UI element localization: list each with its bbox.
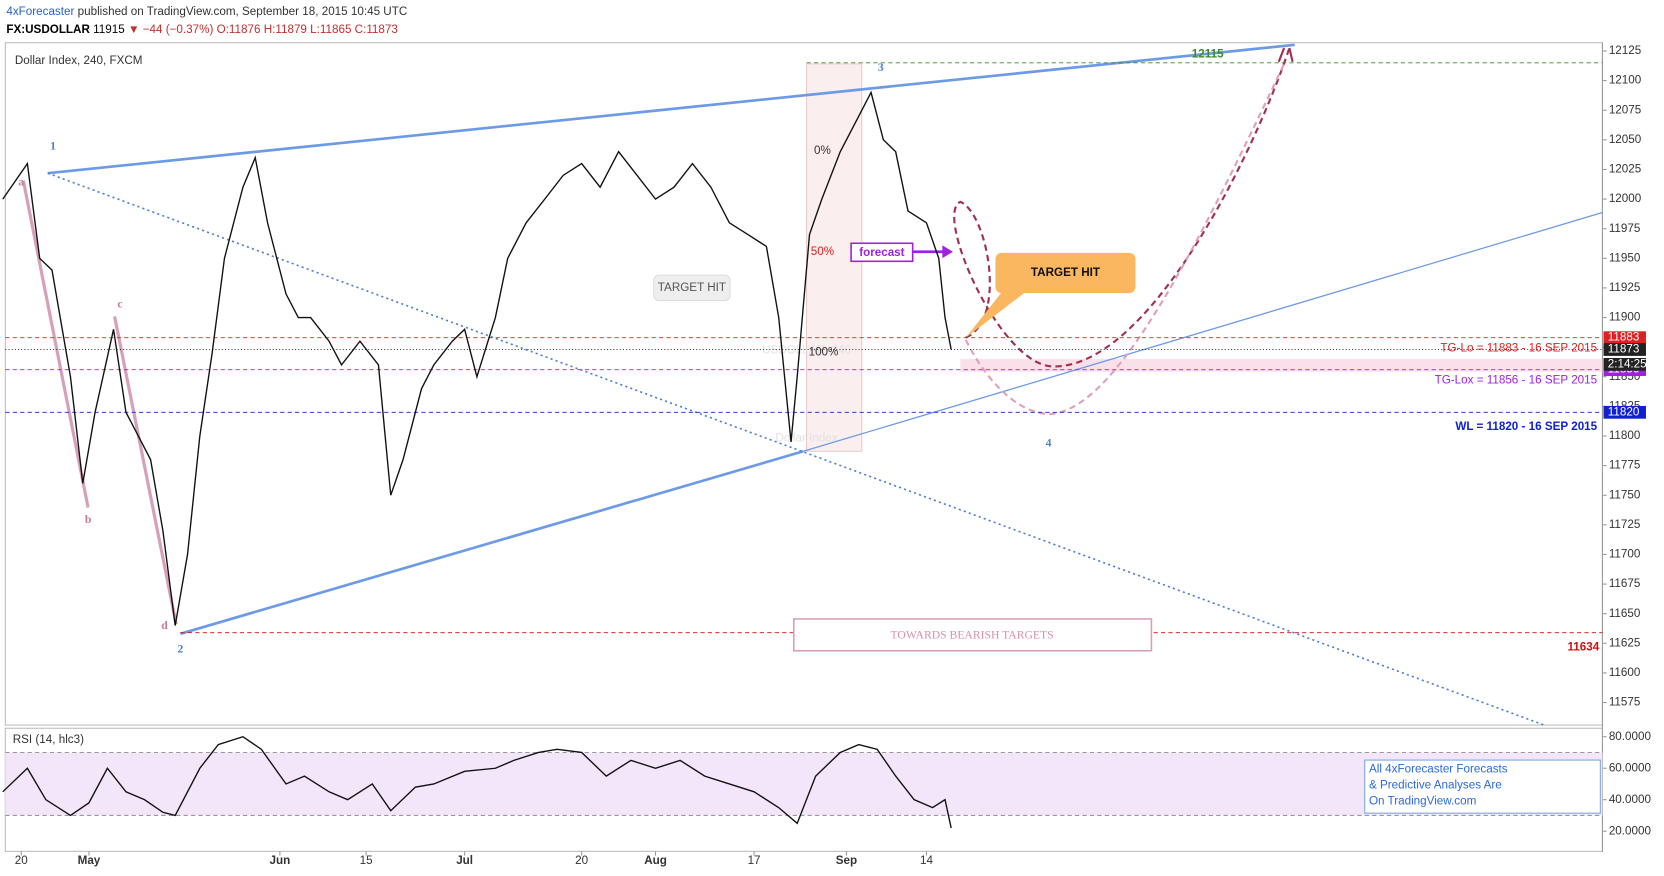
fib-label: 0% (814, 144, 831, 157)
y-tick-label: 11625 (1609, 636, 1641, 649)
wave-label: 3 (878, 61, 884, 74)
y-tick-label: 11775 (1609, 459, 1641, 472)
y-tick-label: 11700 (1609, 548, 1641, 561)
y-tick-label: 12025 (1609, 163, 1641, 176)
countdown-badge (1603, 358, 1646, 371)
forecast-path-alt (964, 63, 1286, 416)
watermark-sub: Dollar Index (775, 432, 837, 445)
y-tick-label: 12125 (1609, 44, 1641, 57)
ohlc: O:11876 H:11879 L:11865 C:11873 (217, 23, 398, 36)
y-tick-label: 11675 (1609, 577, 1641, 590)
wave-line (113, 316, 178, 625)
price-badge (1603, 405, 1646, 419)
y-tick-label: 11600 (1609, 666, 1641, 679)
y-tick-label: 12050 (1609, 133, 1642, 146)
callout-box (793, 618, 1153, 652)
y-tick-label: 11950 (1609, 251, 1641, 264)
symbol-line: FX:USDOLLAR 11915 ▼ −44 (−0.37%) O:11876… (6, 23, 398, 36)
dotted-trendline (47, 172, 1545, 726)
wave-line (21, 180, 90, 508)
callout: TARGET HIT (1031, 266, 1100, 279)
watermark: USDOLLAR, 240 (762, 344, 851, 357)
y-tick-label: 11925 (1609, 281, 1641, 294)
price-badge-label: 11883 (1608, 331, 1640, 344)
forecast-path (953, 47, 1291, 368)
wave-label: b (85, 513, 92, 526)
fib-label: 50% (811, 245, 834, 258)
fib-label: 100% (809, 346, 839, 359)
wave-label: d (161, 619, 168, 632)
y-tick-label: 60.0000 (1609, 761, 1652, 774)
callout-box (995, 252, 1136, 294)
price-badge-label: 11820 (1608, 405, 1640, 418)
level-text: WL = 11820 - 16 SEP 2015 (1455, 420, 1597, 433)
price-line (2, 735, 952, 829)
wave-label: c (117, 297, 122, 310)
wave-label: 2 (177, 642, 183, 655)
y-tick-label: 11750 (1609, 488, 1641, 501)
x-tick-label: May (78, 854, 101, 867)
note-box (1364, 759, 1601, 814)
price-badge (1603, 331, 1646, 345)
y-tick-label: 11650 (1609, 607, 1641, 620)
callout: TARGET HIT (658, 281, 726, 294)
lower-trendline (180, 449, 804, 636)
lower-trendline-ext (803, 211, 1603, 452)
level-value-label: 11634 (1567, 641, 1599, 654)
level-text: TG-Lox = 11856 - 16 SEP 2015 (1435, 373, 1598, 386)
y-tick-label: 11575 (1609, 696, 1641, 709)
wave-label: 1 (50, 139, 56, 152)
forecast-arrowhead (1277, 47, 1294, 63)
callout-box (850, 242, 914, 263)
x-tick-label: 15 (360, 854, 373, 867)
x-tick-label: 20 (575, 854, 588, 867)
x-tick-label: 20 (15, 854, 28, 867)
last-price: 11915 (93, 23, 125, 36)
y-tick-label: 12100 (1609, 74, 1642, 87)
callout: forecast (859, 246, 904, 259)
note-line: On TradingView.com (1369, 795, 1476, 808)
callout-box (653, 274, 731, 302)
y-tick-label: 11725 (1609, 518, 1641, 531)
price-badge-label: 11873 (1608, 343, 1640, 356)
x-tick-label: Aug (644, 854, 667, 867)
symbol: FX:USDOLLAR (6, 23, 90, 36)
y-tick-label: 40.0000 (1609, 793, 1652, 806)
y-tick-label: 11975 (1609, 222, 1641, 235)
published: published on TradingView.com, September … (78, 5, 408, 18)
y-tick-label: 12075 (1609, 103, 1641, 116)
upper-trendline (47, 43, 1295, 175)
pane-title: RSI (14, hlc3) (13, 733, 84, 746)
y-tick-label: 20.0000 (1609, 824, 1652, 837)
x-tick-label: Sep (836, 854, 857, 867)
y-tick-label: 11800 (1609, 429, 1641, 442)
note-line: & Predictive Analyses Are (1369, 779, 1502, 792)
level-value-label: 12115 (1192, 47, 1224, 60)
forecast-arrowhead (942, 245, 953, 259)
wave-label: 4 (1046, 437, 1052, 450)
wave-label: a (18, 175, 24, 188)
author[interactable]: 4xForecaster (6, 5, 74, 18)
x-tick-label: Jul (456, 854, 473, 867)
note-line: All 4xForecaster Forecasts (1369, 763, 1508, 776)
x-tick-label: 14 (920, 854, 933, 867)
price-line (2, 90, 952, 626)
price-badge (1603, 343, 1646, 356)
x-tick-label: Jun (270, 854, 291, 867)
y-tick-label: 12000 (1609, 192, 1642, 205)
target-zone (960, 358, 1603, 372)
header-line: 4xForecaster published on TradingView.co… (6, 5, 407, 18)
change: ▼ −44 (−0.37%) (128, 23, 214, 36)
level-text: TG-Lo = 11883 - 16 SEP 2015 (1440, 341, 1597, 354)
callout-tail (965, 286, 1025, 338)
countdown: 2:14:25 (1608, 357, 1647, 370)
y-tick-label: 80.0000 (1609, 730, 1652, 743)
x-tick-label: 17 (748, 854, 761, 867)
y-tick-label: 11900 (1609, 311, 1641, 324)
callout: TOWARDS BEARISH TARGETS (891, 629, 1054, 642)
pane-title: Dollar Index, 240, FXCM (15, 54, 143, 67)
